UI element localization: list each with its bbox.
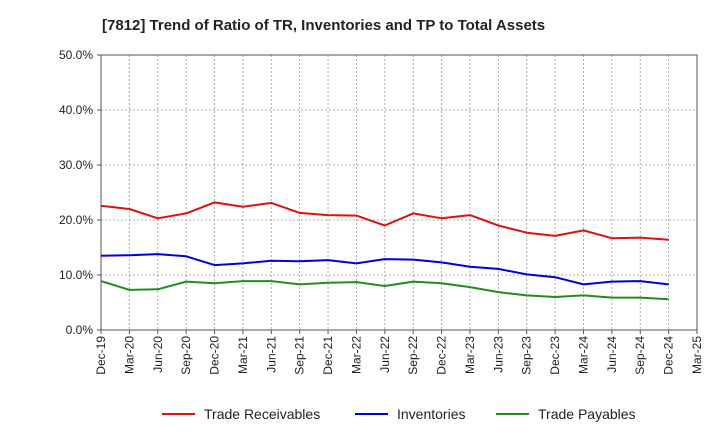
y-tick-label: 10.0% [59, 268, 93, 282]
y-tick-label: 40.0% [59, 103, 93, 117]
x-tick-label: Jun-23 [491, 336, 505, 373]
chart-title: [7812] Trend of Ratio of TR, Inventories… [102, 17, 545, 34]
x-tick-label: Sep-21 [293, 336, 307, 375]
y-tick-label: 20.0% [59, 213, 93, 227]
plot-border [100, 54, 698, 331]
legend-label: Trade Receivables [204, 406, 320, 422]
legend-label: Trade Payables [538, 406, 636, 422]
x-tick-label: Jun-22 [378, 336, 392, 373]
x-tick-label: Mar-21 [236, 336, 250, 374]
x-tick-label: Jun-21 [264, 336, 278, 373]
x-tick-label: Sep-22 [406, 336, 420, 375]
x-tick-label: Dec-22 [435, 336, 449, 375]
y-tick-label: 50.0% [59, 48, 93, 62]
x-tick-label: Sep-24 [633, 336, 647, 375]
x-tick-label: Mar-25 [690, 336, 704, 374]
grid [100, 54, 698, 331]
legend-label: Inventories [397, 406, 465, 422]
x-tick-label: Sep-20 [179, 336, 193, 375]
y-axis: 0.0% 10.0% 20.0% 30.0% 40.0% 50.0% [59, 48, 101, 337]
series-lines [100, 201, 669, 301]
x-tick-label: Dec-20 [208, 336, 222, 375]
x-tick-label: Jun-20 [151, 336, 165, 373]
x-tick-label: Jun-24 [605, 336, 619, 373]
x-tick-label: Mar-22 [349, 336, 363, 374]
x-tick-label: Dec-23 [548, 336, 562, 375]
x-tick-label: Dec-21 [321, 336, 335, 375]
series-line-inventories [100, 253, 669, 286]
legend: Trade Receivables Inventories Trade Payabl… [162, 406, 636, 422]
x-axis: Dec-19 Mar-20 Jun-20 Sep-20 Dec-20 Mar-21 Jun-… [94, 330, 704, 375]
x-tick-label: Mar-24 [576, 336, 590, 374]
x-tick-label: Mar-23 [463, 336, 477, 374]
x-tick-label: Mar-20 [122, 336, 136, 374]
series-line-trade-payables [100, 280, 669, 301]
x-tick-label: Dec-24 [662, 336, 676, 375]
series-line-trade-receivables [100, 201, 669, 241]
x-tick-label: Dec-19 [94, 336, 108, 375]
y-tick-label: 30.0% [59, 158, 93, 172]
y-tick-label: 0.0% [66, 323, 94, 337]
x-tick-label: Sep-23 [520, 336, 534, 375]
